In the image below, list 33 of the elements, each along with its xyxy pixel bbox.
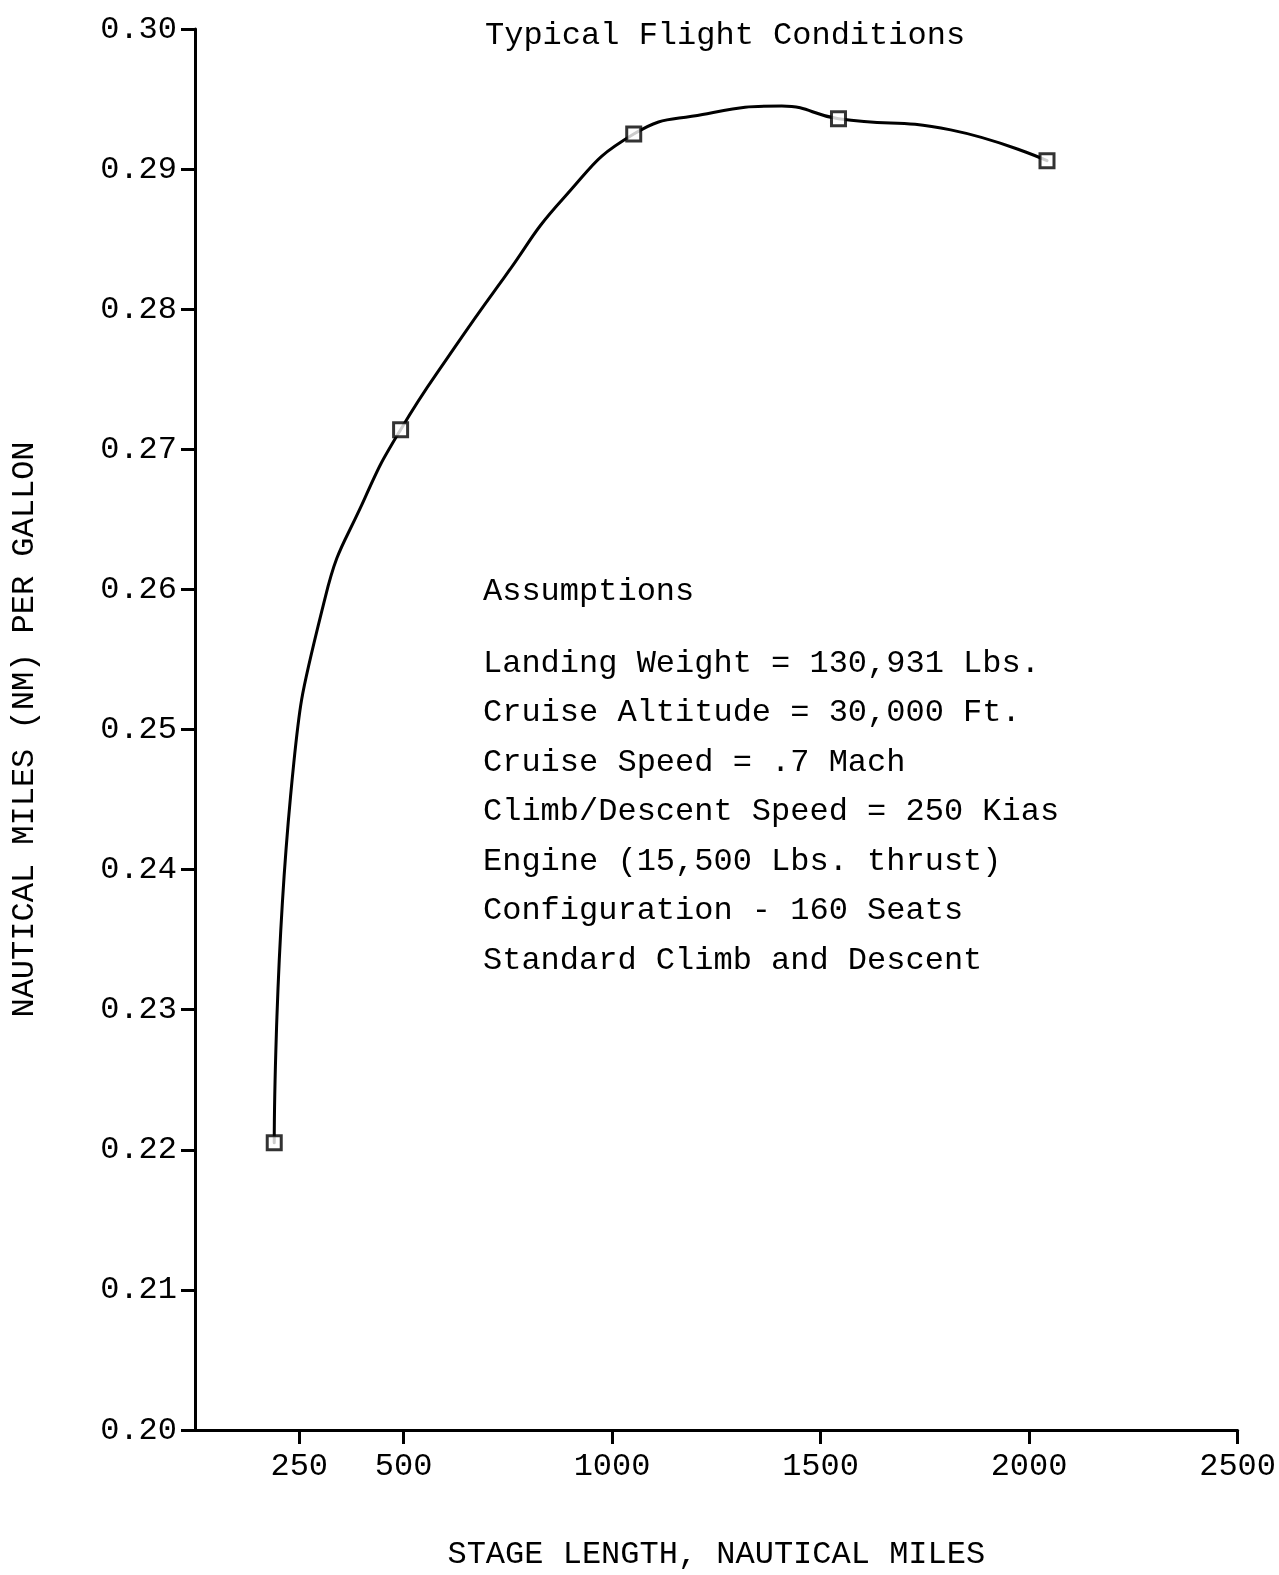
y-tick-label: 0.22	[100, 1131, 177, 1169]
y-tick-label: 0.29	[100, 150, 177, 188]
y-tick-label: 0.26	[100, 570, 177, 608]
y-tick-label: 0.24	[100, 851, 177, 889]
point	[829, 110, 847, 128]
x-tick-label: 250	[270, 1447, 329, 1485]
y-tick-label: 0.28	[100, 290, 177, 328]
y-tick-label: 0.30	[100, 10, 177, 48]
annotation: Cruise Speed = .7 Mach	[483, 743, 906, 781]
chart-title: Typical Flight Conditions	[485, 16, 966, 54]
annotation: Assumptions	[483, 572, 695, 610]
annotation: Climb/Descent Speed = 250 Kias	[483, 793, 1060, 830]
x-tick-label: 2500	[1199, 1447, 1276, 1485]
y-tick-label: 0.27	[100, 430, 177, 468]
point	[265, 1134, 283, 1152]
annotation: Cruise Altitude = 30,000 Ft.	[483, 694, 1021, 731]
y-tick-label: 0.25	[100, 711, 177, 748]
point	[1038, 152, 1056, 170]
annotation: Configuration - 160 Seats	[483, 892, 964, 929]
x-tick-label: 1000	[573, 1447, 651, 1485]
point	[625, 125, 643, 143]
x-tick-label: 1500	[782, 1447, 859, 1485]
y-tick-label: 0.21	[100, 1271, 177, 1309]
y-tick-label: 0.20	[100, 1411, 177, 1449]
annotation: Engine (15,500 Lbs. thrust)	[483, 842, 1002, 880]
x-axis-title: STAGE LENGTH, NAUTICAL MILES	[447, 1535, 986, 1573]
annotation: Landing Weight = 130,931 Lbs.	[483, 644, 1040, 682]
x-tick-label: 2000	[990, 1447, 1068, 1485]
annotation: Standard Climb and Descent	[483, 941, 983, 979]
y-axis-title: NAUTICAL MILES (NM) PER GALLON	[5, 441, 43, 1018]
y-tick-label: 0.23	[100, 991, 177, 1029]
point	[392, 421, 410, 439]
x-tick-label: 500	[374, 1447, 433, 1485]
